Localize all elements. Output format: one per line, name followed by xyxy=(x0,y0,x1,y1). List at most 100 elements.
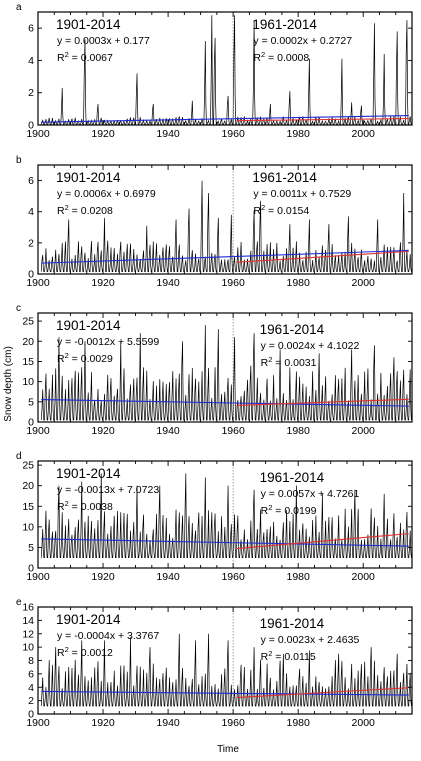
x-tick-label: 1920 xyxy=(91,571,115,583)
y-tick-label: 4 xyxy=(28,55,34,67)
x-tick-label: 1960 xyxy=(221,425,245,437)
r-squared-value: = 0.0208 xyxy=(69,205,113,217)
trend-line-b-full xyxy=(41,249,409,264)
period-title: 1961-2014 xyxy=(260,470,325,485)
x-tick-label: 1920 xyxy=(91,128,115,140)
x-tick-label: 1900 xyxy=(26,425,50,437)
r-squared-exponent: 2 xyxy=(65,645,69,654)
period-title: 1901-2014 xyxy=(56,318,121,333)
r-squared-symbol: R xyxy=(253,52,261,64)
y-tick-label: 20 xyxy=(22,336,34,348)
y-tick-label: 4 xyxy=(28,682,34,694)
x-tick-label: 1940 xyxy=(156,571,180,583)
x-tick-label: 1900 xyxy=(26,277,50,289)
y-tick-label: 12 xyxy=(22,628,34,640)
trend-line-e-full xyxy=(41,690,409,696)
x-tick-label: 1940 xyxy=(156,128,180,140)
x-tick-label: 1960 xyxy=(221,277,245,289)
r-squared-symbol: R xyxy=(57,52,65,64)
r-squared-value: = 0.0008 xyxy=(265,52,309,64)
panel-d: 1900 1920 1940 1960 1980 2000 0 5 10 15 20 25d 1901-… xyxy=(16,451,413,583)
x-tick-label: 1900 xyxy=(26,717,50,729)
period-title: 1901-2014 xyxy=(56,466,121,481)
period-title: 1901-2014 xyxy=(56,612,121,627)
r-squared-value: = 0.0067 xyxy=(69,52,113,64)
y-axis-label: Snow depth (cm) xyxy=(3,346,14,422)
trend-line-c-full xyxy=(41,399,409,407)
y-tick-label: 0 xyxy=(28,120,34,132)
r-squared-exponent: 2 xyxy=(65,499,69,508)
x-tick-label: 1940 xyxy=(156,277,180,289)
r-squared: R2 = 0.0208 xyxy=(57,203,113,217)
trend-line-a-recent xyxy=(236,117,409,122)
plot-frame-d xyxy=(37,460,413,569)
y-tick-label: 0 xyxy=(28,563,34,575)
x-tick-label: 1960 xyxy=(221,571,245,583)
x-tick-label: 1980 xyxy=(286,277,310,289)
y-tick-label: 0 xyxy=(28,269,34,281)
y-tick-label: 10 xyxy=(22,521,34,533)
y-tick-label: 6 xyxy=(28,175,34,187)
r-squared-symbol: R xyxy=(57,205,65,217)
panel-a: 1900 1920 1940 1960 1980 2000 0 2 4 6a 1901-2014 y … xyxy=(16,2,413,140)
period-title: 1961-2014 xyxy=(252,170,317,185)
x-tick-label: 2000 xyxy=(352,128,376,140)
x-tick-label: 1920 xyxy=(91,717,115,729)
r-squared-symbol: R xyxy=(261,505,269,517)
r-squared-exponent: 2 xyxy=(261,50,265,59)
trend-equation: y = 0.0002x + 0.2727 xyxy=(253,35,352,47)
y-tick-label: 4 xyxy=(28,206,34,218)
r-squared: R2 = 0.0038 xyxy=(57,499,113,513)
r-squared-value: = 0.0199 xyxy=(272,505,316,517)
period-title: 1961-2014 xyxy=(252,17,317,32)
r-squared: R2 = 0.0031 xyxy=(261,355,317,369)
r-squared: R2 = 0.0115 xyxy=(261,649,316,663)
r-squared-exponent: 2 xyxy=(268,503,272,512)
panel-c: 1900 1920 1940 1960 1980 2000 0 5 10 15 20 25c 1901-… xyxy=(16,303,413,437)
x-tick-label: 1980 xyxy=(286,128,310,140)
x-tick-label: 1960 xyxy=(221,717,245,729)
x-tick-label: 1980 xyxy=(286,571,310,583)
trend-equation: y = -0.0013x + 7.0723 xyxy=(57,484,159,496)
y-tick-label: 25 xyxy=(22,460,34,472)
r-squared-symbol: R xyxy=(57,501,65,513)
r-squared-value: = 0.0012 xyxy=(69,647,113,659)
panel-e: 1900 1920 1940 1960 1980 20000246810121416e19… xyxy=(16,597,413,729)
r-squared-value: = 0.0154 xyxy=(265,205,309,217)
r-squared: R2 = 0.0199 xyxy=(261,503,317,517)
trend-line-c-recent xyxy=(236,398,409,406)
trend-equation: y = 0.0057x + 4.7261 xyxy=(261,488,360,500)
x-tick-label: 1940 xyxy=(156,717,180,729)
x-tick-label: 1980 xyxy=(286,425,310,437)
y-tick-label: 20 xyxy=(22,480,34,492)
y-tick-label: 6 xyxy=(28,23,34,35)
y-tick-label: 2 xyxy=(28,695,34,707)
r-squared-exponent: 2 xyxy=(268,355,272,364)
trend-line-d-full xyxy=(41,538,409,547)
y-tick-label: 8 xyxy=(28,655,34,667)
period-title: 1901-2014 xyxy=(56,17,121,32)
y-tick-label: 14 xyxy=(22,615,34,627)
trend-line-a-full xyxy=(41,115,409,123)
y-tick-label: 25 xyxy=(22,316,34,328)
r-squared-symbol: R xyxy=(57,353,65,365)
plot-frame-a xyxy=(37,11,413,126)
trend-equation: y = 0.0011x + 0.7529 xyxy=(253,188,351,200)
x-tick-label: 1900 xyxy=(26,571,50,583)
y-tick-label: 10 xyxy=(22,376,34,388)
x-tick-label: 1940 xyxy=(156,425,180,437)
x-tick-label: 2000 xyxy=(352,425,376,437)
trend-equation: y = 0.0006x + 0.6979 xyxy=(57,188,156,200)
panel-b: 1900 1920 1940 1960 1980 2000 0 2 4 6b 1901-2014 y … xyxy=(16,155,413,289)
trend-equation: y = -0.0004x + 3.3767 xyxy=(57,630,159,642)
r-squared-exponent: 2 xyxy=(65,351,69,360)
y-tick-label: 2 xyxy=(28,237,34,249)
trend-line-b-recent xyxy=(236,250,409,263)
trend-equation: y = 0.0023x + 2.4635 xyxy=(261,634,360,646)
y-tick-label: 10 xyxy=(22,642,34,654)
x-tick-label: 2000 xyxy=(352,571,376,583)
r-squared-exponent: 2 xyxy=(65,50,69,59)
period-title: 1961-2014 xyxy=(260,322,325,337)
r-squared-symbol: R xyxy=(57,647,65,659)
